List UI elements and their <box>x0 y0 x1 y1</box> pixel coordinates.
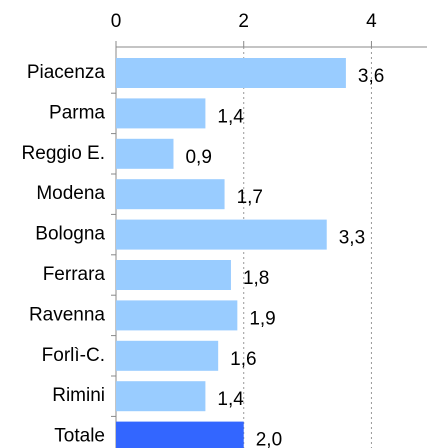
y-tick-label: Forlì-C. <box>42 345 105 366</box>
x-tick-label: 0 <box>111 11 122 32</box>
value-label: 0,9 <box>185 147 211 168</box>
y-tick-label: Modena <box>36 183 105 204</box>
bar <box>116 58 346 88</box>
value-label: 1,6 <box>230 349 256 370</box>
bar <box>116 260 231 290</box>
y-tick-label: Parma <box>49 102 105 123</box>
value-label: 3,6 <box>358 66 384 87</box>
x-tick-label: 4 <box>366 11 377 32</box>
y-tick-label: Reggio E. <box>22 143 105 164</box>
bar <box>116 300 238 331</box>
bar <box>116 219 327 250</box>
y-tick-label: Piacenza <box>27 62 106 83</box>
y-tick-label: Ravenna <box>29 304 105 325</box>
bar <box>116 381 206 412</box>
bar <box>116 138 174 169</box>
y-tick-label: Bologna <box>35 224 105 245</box>
bar <box>116 340 219 371</box>
y-tick-label: Ferrara <box>43 264 106 285</box>
value-label: 1,4 <box>217 106 244 127</box>
value-label: 2,0 <box>256 430 282 448</box>
y-tick-label: Totale <box>54 426 105 447</box>
x-tick-label: 2 <box>238 11 249 32</box>
y-tick-label: Rimini <box>52 385 105 406</box>
value-label: 1,7 <box>237 187 263 208</box>
bar <box>116 421 244 448</box>
bar <box>116 98 206 129</box>
bar <box>116 179 225 210</box>
value-label: 3,3 <box>339 228 365 249</box>
value-label: 1,8 <box>243 268 269 289</box>
value-label: 1,9 <box>249 308 275 329</box>
value-label: 1,4 <box>217 389 244 410</box>
